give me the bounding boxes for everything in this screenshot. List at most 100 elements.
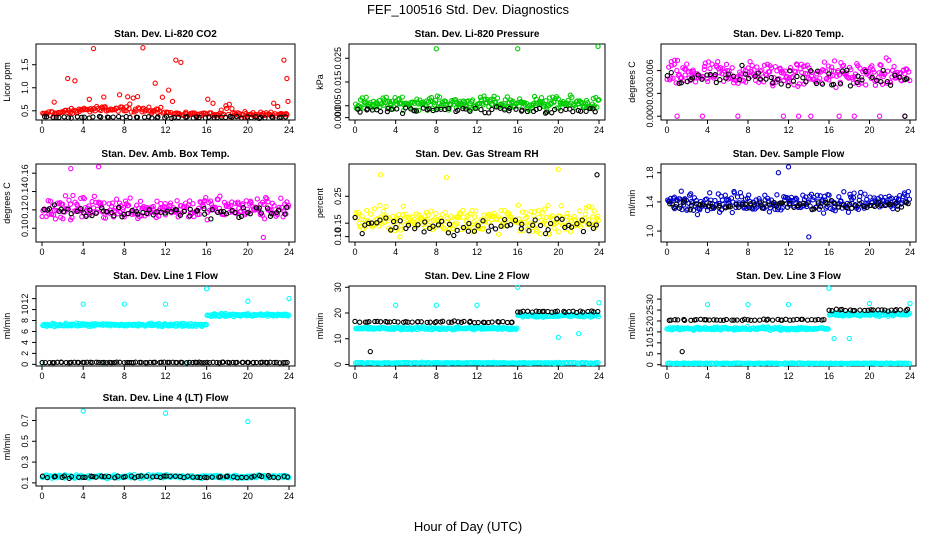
data-point [583, 108, 589, 115]
data-point [111, 213, 117, 219]
data-point [208, 216, 214, 222]
y-tick-label: 0.003 [645, 82, 655, 105]
data-point [190, 201, 196, 207]
data-point [199, 359, 205, 366]
data-point [800, 75, 806, 81]
data-point [415, 318, 421, 325]
data-point [150, 203, 156, 210]
data-point [161, 473, 167, 479]
data-point [887, 82, 894, 88]
data-point [365, 220, 372, 227]
data-point [692, 79, 699, 85]
data-point [196, 114, 202, 121]
data-point [455, 107, 461, 113]
data-point [763, 76, 769, 82]
data-point [819, 81, 826, 87]
data-point [492, 226, 499, 232]
data-point [238, 208, 244, 214]
panel-9: Stan. Dev. Line 3 Flow ml/min 0 4 8 12 16 20 24 0… [627, 271, 917, 381]
x-tick-label: 8 [434, 125, 439, 135]
data-point [79, 114, 85, 120]
data-point [703, 317, 709, 323]
data-point [234, 359, 240, 366]
data-point [595, 308, 601, 315]
data-point [496, 231, 502, 238]
data-point [723, 75, 729, 81]
data-point [149, 115, 155, 121]
data-point [249, 474, 255, 480]
data-point [478, 97, 484, 103]
data-point [466, 220, 472, 227]
data-point [843, 204, 849, 211]
data-point [226, 101, 232, 107]
data-point [433, 46, 439, 52]
y-tick-label: 0.10 [333, 228, 343, 246]
data-point [169, 98, 176, 105]
data-point [729, 317, 735, 323]
data-point [467, 223, 474, 229]
data-point [803, 201, 810, 207]
data-point [887, 79, 894, 85]
x-tick-label: 12 [472, 371, 482, 381]
data-point [276, 204, 282, 211]
data-point [121, 359, 127, 366]
data-point [814, 68, 821, 74]
data-point [592, 109, 598, 115]
data-point [679, 348, 685, 355]
x-tick-label: 24 [284, 125, 294, 135]
data-point [897, 74, 903, 80]
data-point [285, 313, 291, 319]
data-point [768, 74, 774, 81]
data-point [225, 201, 231, 207]
data-point [388, 227, 394, 233]
data-point [205, 96, 211, 102]
data-point [555, 229, 561, 235]
data-point [211, 111, 217, 118]
data-point [439, 218, 445, 224]
data-point [787, 317, 793, 323]
data-point [885, 308, 891, 314]
data-point [729, 209, 735, 216]
data-point [244, 210, 251, 216]
x-tick-label: 24 [905, 371, 915, 381]
data-points [39, 408, 292, 482]
x-tick-label: 0 [352, 125, 357, 135]
data-point [363, 94, 369, 100]
data-point [99, 359, 105, 366]
data-point [158, 104, 164, 111]
data-point [224, 473, 231, 479]
y-tick-label: 8 [20, 318, 30, 323]
data-point [45, 198, 51, 204]
data-point [849, 205, 855, 211]
data-point [488, 96, 494, 103]
data-point [278, 195, 284, 201]
x-tick-label: 16 [824, 371, 834, 381]
data-point [740, 201, 746, 207]
data-point [451, 232, 457, 239]
data-point [713, 79, 719, 86]
data-point [130, 95, 136, 101]
data-point [537, 222, 544, 229]
data-point [821, 316, 827, 323]
data-point [196, 359, 202, 365]
data-point [795, 113, 802, 119]
data-point [122, 198, 129, 204]
data-point [828, 67, 835, 74]
data-point [91, 193, 98, 199]
data-point [892, 307, 898, 314]
data-point [720, 317, 727, 323]
panel-8: Stan. Dev. Line 2 Flow ml/min 0 4 8 12 16 20 24 0… [315, 271, 606, 381]
y-tick-label: 1.4 [645, 196, 655, 209]
data-point [685, 69, 692, 75]
data-point [572, 104, 579, 110]
data-point [140, 45, 146, 51]
data-point [515, 202, 521, 208]
data-point [507, 222, 514, 228]
data-point [765, 316, 771, 322]
data-point [247, 201, 253, 207]
y-tick-label: 6 [20, 329, 30, 334]
data-point [770, 80, 776, 86]
data-point [256, 205, 262, 211]
data-point [688, 317, 694, 323]
